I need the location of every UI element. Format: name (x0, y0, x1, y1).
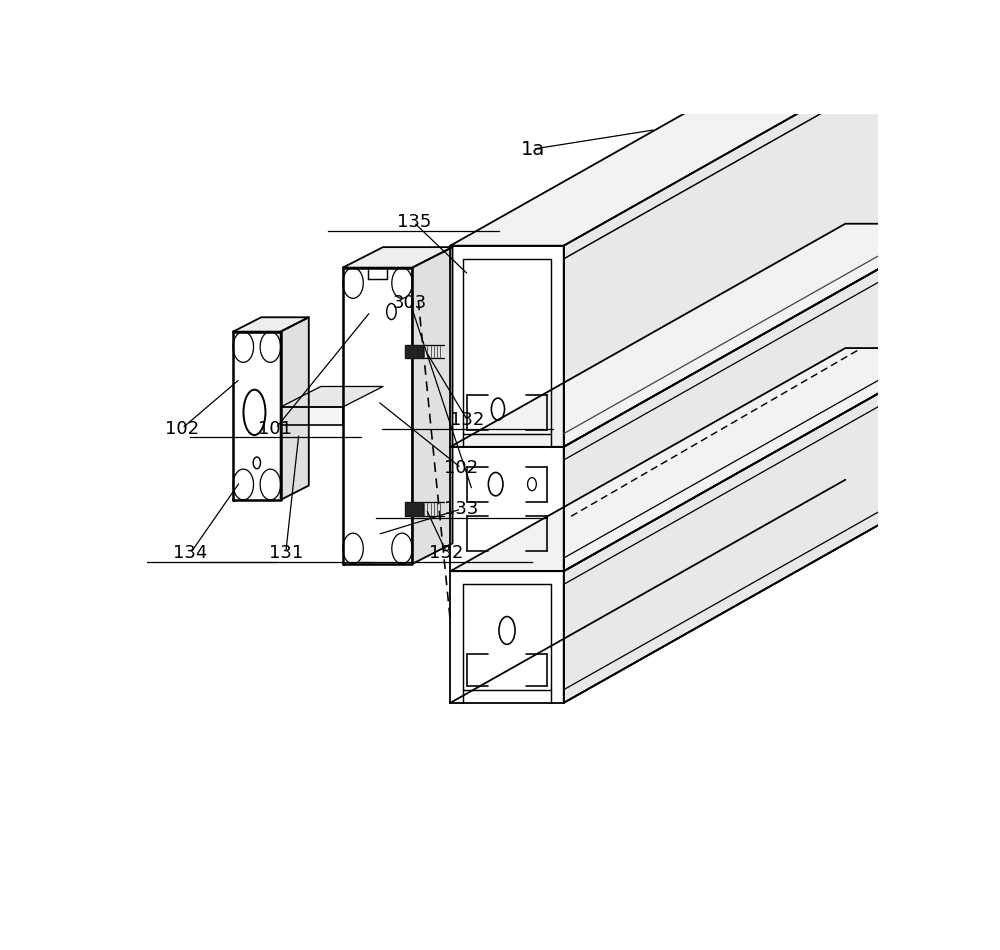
Polygon shape (450, 571, 564, 703)
Polygon shape (281, 407, 343, 425)
Polygon shape (233, 317, 309, 332)
Polygon shape (405, 345, 423, 358)
Polygon shape (463, 258, 551, 433)
Text: 102: 102 (444, 459, 478, 477)
Polygon shape (281, 317, 309, 500)
Text: 102: 102 (165, 420, 199, 438)
Polygon shape (450, 348, 959, 571)
Text: 101: 101 (258, 420, 292, 438)
Polygon shape (343, 268, 412, 564)
Text: 131: 131 (269, 544, 303, 561)
Polygon shape (450, 446, 564, 571)
Polygon shape (463, 584, 551, 690)
Text: 1a: 1a (521, 140, 545, 159)
Polygon shape (450, 223, 959, 446)
Polygon shape (564, 348, 959, 703)
Polygon shape (564, 223, 959, 571)
Polygon shape (564, 23, 959, 446)
Text: 133: 133 (444, 500, 478, 518)
Text: 303: 303 (393, 294, 427, 312)
Text: 132: 132 (429, 544, 464, 561)
Text: 134: 134 (173, 544, 208, 561)
Polygon shape (233, 332, 281, 500)
Polygon shape (281, 387, 383, 407)
Text: 135: 135 (397, 213, 431, 231)
Polygon shape (450, 246, 564, 446)
Polygon shape (412, 247, 453, 564)
Polygon shape (343, 247, 453, 268)
Text: 132: 132 (450, 410, 484, 428)
Polygon shape (450, 23, 959, 246)
Polygon shape (405, 503, 423, 516)
